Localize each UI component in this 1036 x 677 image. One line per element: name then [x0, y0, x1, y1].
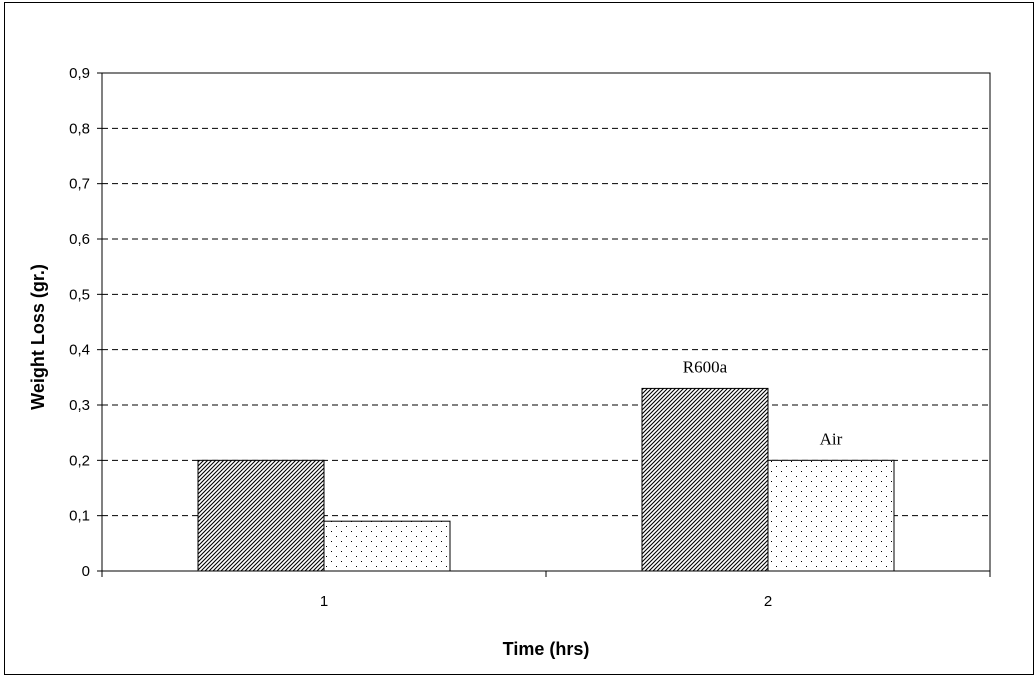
bar-r600a-2	[641, 387, 769, 572]
bar-air-2	[767, 459, 895, 572]
y-tick-label: 0,1	[69, 508, 90, 525]
y-tick-label: 0,5	[69, 286, 90, 303]
y-tick-label: 0,2	[69, 452, 90, 469]
y-axis-title: Weight Loss (gr.)	[28, 264, 48, 410]
axes	[97, 72, 991, 577]
y-tick-label: 0	[82, 563, 90, 580]
x-axis-title: Time (hrs)	[503, 639, 590, 659]
y-tick-label: 0,8	[69, 120, 90, 137]
labels: 0 0,1 0,2 0,3 0,4 0,5 0,6 0,7 0,8 0,9 1 2 R600a Air	[69, 65, 843, 610]
y-tick-label: 0,4	[69, 342, 90, 359]
bar-air-1	[323, 520, 451, 572]
y-tick-label: 0,3	[69, 397, 90, 414]
y-tick-label: 0,7	[69, 176, 90, 193]
series-label-r600a: R600a	[683, 357, 728, 376]
x-tick-label: 1	[320, 593, 328, 610]
bars	[197, 387, 895, 572]
gridlines	[102, 72, 990, 517]
bar-r600a-1	[197, 459, 325, 572]
series-label-air: Air	[820, 429, 843, 448]
x-tick-label: 2	[764, 593, 772, 610]
y-tick-label: 0,9	[69, 65, 90, 82]
y-tick-label: 0,6	[69, 231, 90, 248]
